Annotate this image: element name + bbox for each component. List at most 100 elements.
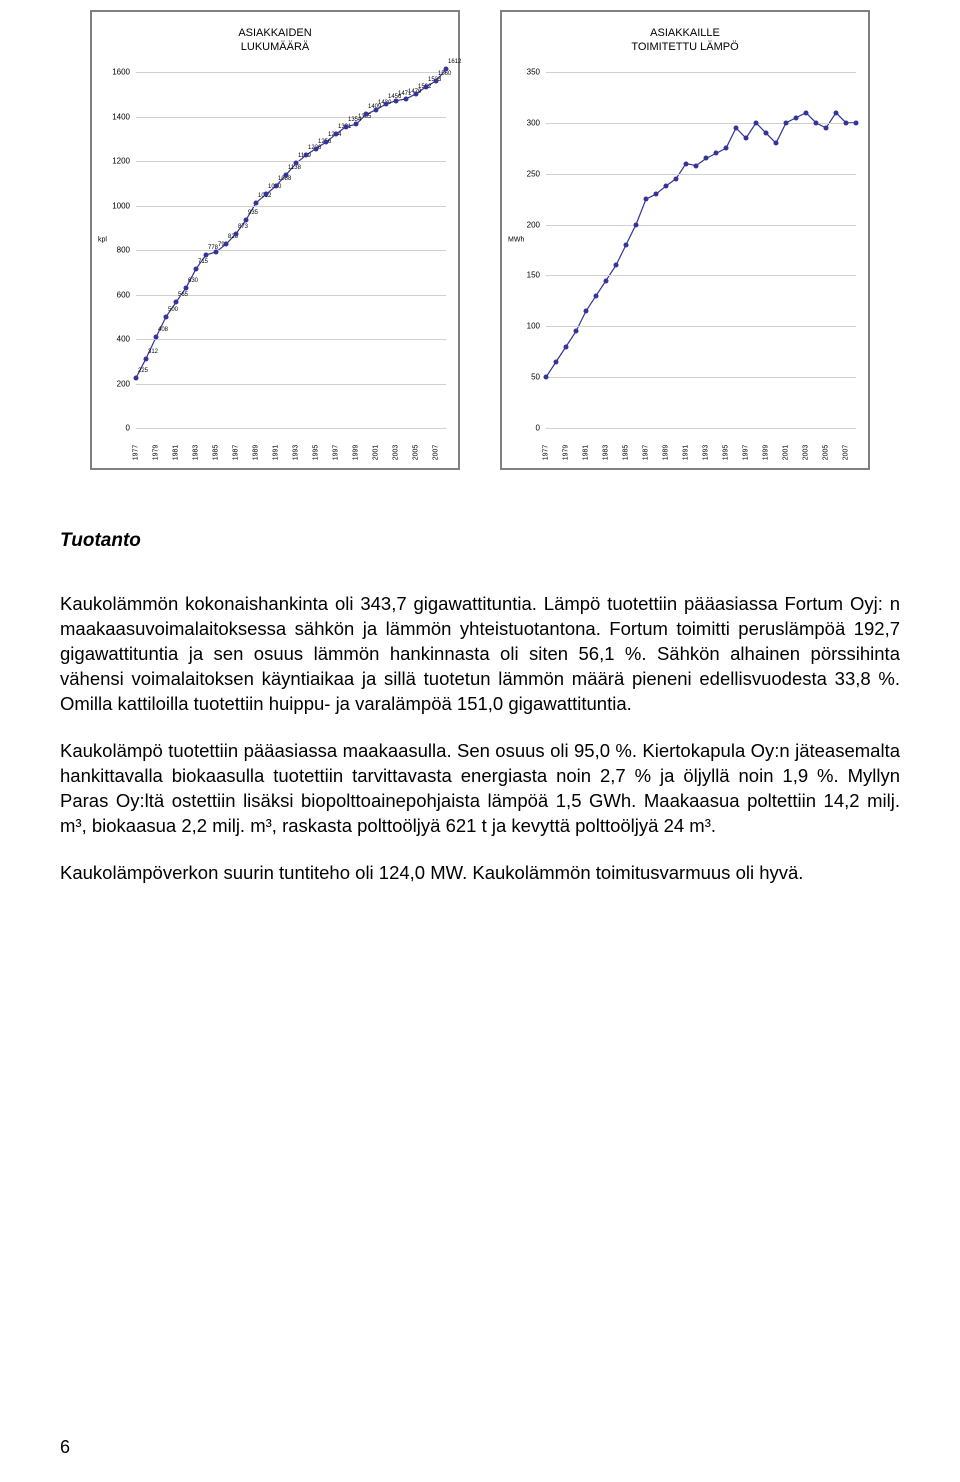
chart-point xyxy=(294,161,299,166)
x-tick-label: 1977 xyxy=(133,445,140,461)
chart-point-label: 715 xyxy=(198,259,208,265)
chart-gridline xyxy=(546,72,856,73)
chart-point-label: 500 xyxy=(168,307,178,313)
y-tick-label: 0 xyxy=(96,424,130,433)
x-tick-label: 2007 xyxy=(843,445,850,461)
y-axis-label-right: MWh xyxy=(508,237,524,244)
x-tick-label: 1993 xyxy=(703,445,710,461)
chart-point xyxy=(774,141,779,146)
x-tick-label: 1997 xyxy=(743,445,750,461)
x-tick-label: 1993 xyxy=(293,445,300,461)
chart-title-right: ASIAKKAILLE TOIMITETTU LÄMPÖ xyxy=(502,26,868,55)
chart-point xyxy=(374,107,379,112)
charts-row: ASIAKKAIDEN LUKUMÄÄRÄ kpl 02004006008001… xyxy=(60,10,900,470)
chart-point xyxy=(754,120,759,125)
heat-delivered-chart: ASIAKKAILLE TOIMITETTU LÄMPÖ MWh 0 50 100 1… xyxy=(500,10,870,470)
chart-point xyxy=(684,161,689,166)
x-tick-label: 1979 xyxy=(153,445,160,461)
chart-point xyxy=(444,67,449,72)
y-tick-label: 150 xyxy=(506,271,540,280)
y-tick-label: 1200 xyxy=(96,157,130,166)
chart-point xyxy=(604,278,609,283)
chart-point xyxy=(134,375,139,380)
chart-point xyxy=(674,176,679,181)
chart-point xyxy=(334,132,339,137)
x-tick-label: 1981 xyxy=(173,445,180,461)
chart-point xyxy=(744,136,749,141)
x-tick-label: 1999 xyxy=(353,445,360,461)
x-tick-label: 2003 xyxy=(393,445,400,461)
chart-point xyxy=(164,314,169,319)
chart-gridline xyxy=(136,384,446,385)
x-tick-label: 1985 xyxy=(213,445,220,461)
chart-gridline xyxy=(136,206,446,207)
chart-point xyxy=(694,163,699,168)
chart-point xyxy=(314,146,319,151)
chart-point xyxy=(264,192,269,197)
y-tick-label: 350 xyxy=(506,68,540,77)
y-tick-label: 300 xyxy=(506,118,540,127)
chart-point xyxy=(204,252,209,257)
paragraph-1: Kaukolämmön kokonaishankinta oli 343,7 g… xyxy=(60,592,900,717)
chart-point xyxy=(414,91,419,96)
chart-gridline xyxy=(546,326,856,327)
customers-count-chart: ASIAKKAIDEN LUKUMÄÄRÄ kpl 02004006008001… xyxy=(90,10,460,470)
chart-title-left: ASIAKKAIDEN LUKUMÄÄRÄ xyxy=(92,26,458,55)
chart-point xyxy=(734,125,739,130)
chart-point xyxy=(574,329,579,334)
chart-point-label: 408 xyxy=(158,327,168,333)
chart-point xyxy=(654,192,659,197)
x-tick-label: 2005 xyxy=(823,445,830,461)
y-tick-label: 0 xyxy=(506,424,540,433)
chart-point xyxy=(194,266,199,271)
chart-gridline xyxy=(136,117,446,118)
y-tick-label: 100 xyxy=(506,322,540,331)
chart-point xyxy=(644,197,649,202)
chart-point xyxy=(364,112,369,117)
chart-gridline xyxy=(546,174,856,175)
x-tick-label: 1991 xyxy=(683,445,690,461)
chart-point xyxy=(624,242,629,247)
chart-gridline xyxy=(136,72,446,73)
chart-point xyxy=(354,122,359,127)
y-tick-label: 200 xyxy=(96,379,130,388)
chart-point xyxy=(224,242,229,247)
chart-point xyxy=(554,359,559,364)
x-tick-label: 1989 xyxy=(663,445,670,461)
chart-point xyxy=(784,120,789,125)
y-tick-label: 200 xyxy=(506,220,540,229)
chart-gridline xyxy=(546,123,856,124)
y-tick-label: 50 xyxy=(506,373,540,382)
chart-point-label: 630 xyxy=(188,278,198,284)
chart-point xyxy=(174,300,179,305)
x-tick-label: 1983 xyxy=(193,445,200,461)
y-tick-label: 1400 xyxy=(96,112,130,121)
chart-point xyxy=(724,146,729,151)
x-tick-label: 1987 xyxy=(233,445,240,461)
chart-point xyxy=(594,293,599,298)
chart-gridline xyxy=(136,161,446,162)
chart-point xyxy=(384,102,389,107)
chart-point-label: 935 xyxy=(248,210,258,216)
chart-point-label: 565 xyxy=(178,292,188,298)
y-tick-label: 1600 xyxy=(96,68,130,77)
chart-gridline xyxy=(546,428,856,429)
x-tick-label: 1979 xyxy=(563,445,570,461)
x-tick-label: 2007 xyxy=(433,445,440,461)
chart-point xyxy=(834,110,839,115)
x-tick-label: 1977 xyxy=(543,445,550,461)
chart-point xyxy=(564,344,569,349)
chart-point xyxy=(804,110,809,115)
x-tick-label: 2001 xyxy=(373,445,380,461)
chart-gridline xyxy=(136,250,446,251)
y-tick-label: 400 xyxy=(96,335,130,344)
x-tick-label: 1985 xyxy=(623,445,630,461)
chart-point xyxy=(154,335,159,340)
chart-point xyxy=(424,84,429,89)
chart-point xyxy=(844,120,849,125)
chart-point xyxy=(234,231,239,236)
chart-point xyxy=(584,309,589,314)
chart-point-label: 225 xyxy=(138,368,148,374)
chart-point-label: 1612 xyxy=(448,59,461,65)
chart-gridline xyxy=(546,225,856,226)
